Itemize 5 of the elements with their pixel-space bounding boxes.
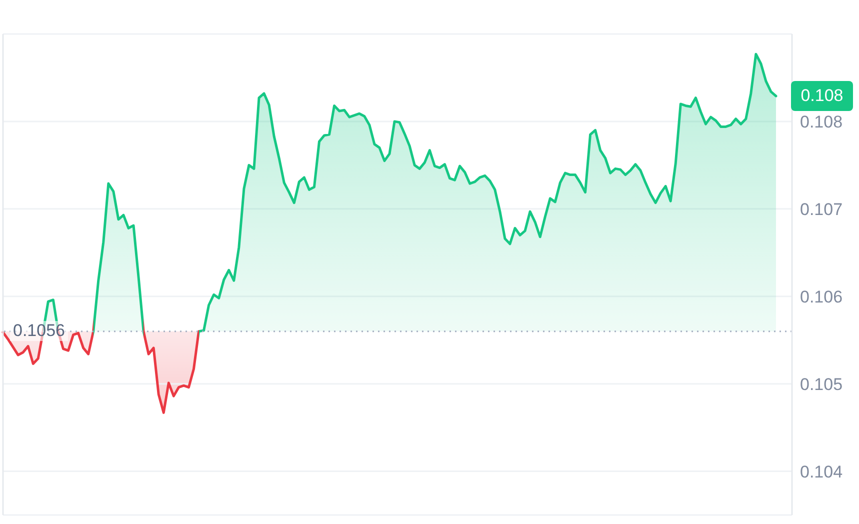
y-tick-label: 0.106: [800, 287, 843, 306]
y-tick-label: 0.104: [800, 462, 843, 482]
y-tick-label: 0.107: [800, 200, 843, 219]
y-tick-label: 0.108: [800, 112, 843, 132]
y-tick-label: 0.105: [800, 374, 843, 394]
